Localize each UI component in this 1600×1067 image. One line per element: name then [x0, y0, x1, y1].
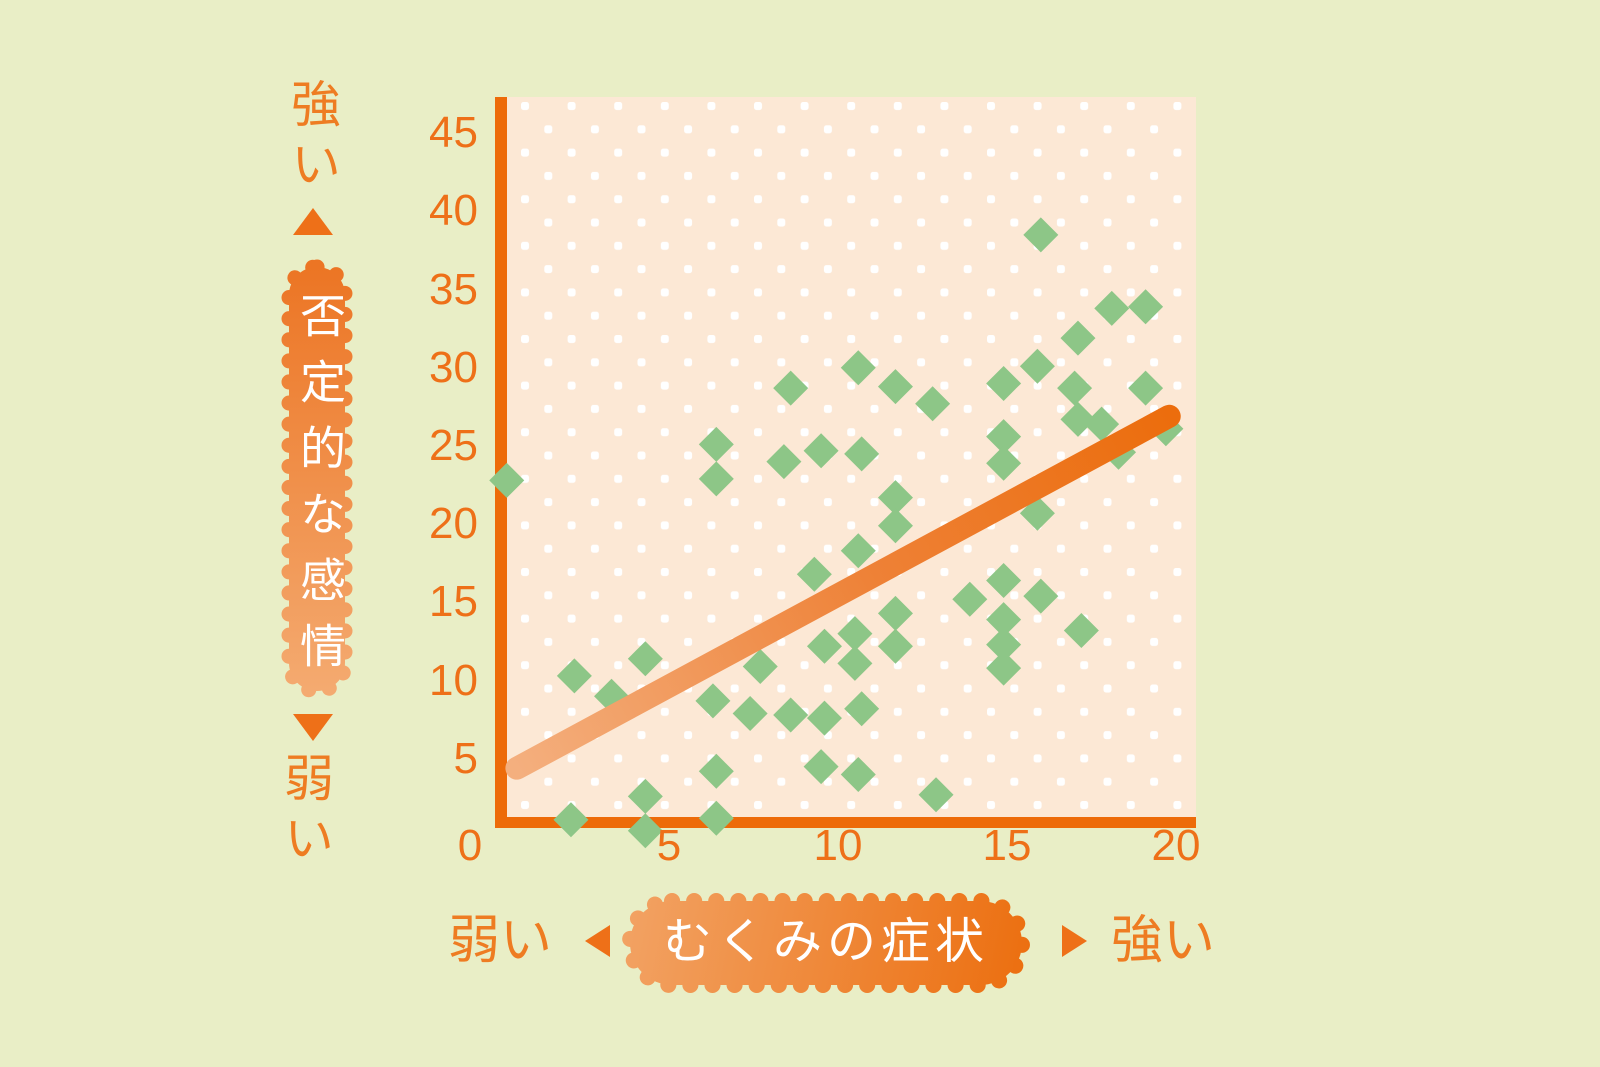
data-point-diamond — [840, 350, 876, 386]
data-point-diamond — [986, 419, 1022, 455]
data-point-diamond — [877, 480, 913, 516]
y-axis-label-badge — [281, 259, 353, 699]
data-point-diamond — [803, 749, 839, 785]
x-tick-label: 5 — [656, 821, 682, 870]
data-point-diamond — [698, 800, 734, 836]
y-tick-label: 20 — [429, 499, 478, 549]
data-point-diamond — [1019, 348, 1055, 384]
data-point-diamond — [806, 700, 842, 736]
data-point-diamond — [1060, 320, 1096, 356]
trend-line — [505, 404, 1181, 780]
y-tick-label: 45 — [429, 108, 478, 158]
data-point-diamond — [877, 595, 913, 631]
data-point-diamond — [1094, 290, 1130, 326]
data-point-diamond — [844, 436, 880, 472]
y-axis-title: 否定的な感情 — [294, 292, 346, 688]
data-point-diamond — [1084, 406, 1120, 442]
data-point-diamond — [840, 533, 876, 569]
y-tick-label: 5 — [453, 733, 478, 783]
y-tick-label: 15 — [429, 577, 478, 627]
y-axis-line — [495, 97, 507, 828]
y-axis-strong-label: 強い — [284, 78, 340, 198]
data-point-diamond — [803, 433, 839, 469]
data-point-diamond — [986, 445, 1022, 481]
data-point-diamond — [773, 697, 809, 733]
origin-tick-label: 0 — [457, 821, 483, 870]
data-point-diamond — [1060, 401, 1096, 437]
x-axis-line — [495, 817, 1196, 828]
left-triangle-icon — [585, 925, 610, 957]
y-tick-label: 25 — [429, 421, 478, 470]
data-point-diamond — [918, 777, 954, 813]
data-point-diamond — [986, 650, 1022, 686]
data-point-diamond — [796, 556, 832, 592]
x-axis-title: むくみの症状 — [663, 915, 989, 969]
x-axis-weak-label: 弱い — [447, 912, 552, 970]
data-point-diamond — [1023, 578, 1059, 614]
data-point-diamond — [627, 641, 663, 677]
down-triangle-icon — [293, 714, 333, 741]
y-tick-label: 30 — [429, 342, 478, 392]
data-point-diamond — [837, 645, 873, 681]
data-point-diamond — [986, 602, 1022, 638]
data-point-diamond — [1057, 370, 1093, 406]
data-point-diamond — [773, 370, 809, 406]
data-point-diamond — [1063, 613, 1099, 649]
data-point-diamond — [742, 649, 778, 685]
data-point-diamond — [553, 802, 589, 838]
data-point-diamond — [732, 695, 768, 731]
data-point-diamond — [1128, 370, 1164, 406]
x-tick-label: 15 — [982, 821, 1032, 870]
y-tick-label: 40 — [429, 186, 478, 236]
data-point-diamond — [986, 563, 1022, 599]
data-point-diamond — [877, 508, 913, 544]
data-point-diamond — [489, 462, 525, 498]
data-point-diamond — [556, 658, 592, 694]
data-point-diamond — [986, 365, 1022, 401]
data-point-diamond — [806, 628, 842, 664]
data-point-diamond — [840, 756, 876, 792]
x-tick-label: 10 — [813, 821, 863, 870]
data-point-diamond — [627, 778, 663, 814]
y-axis-weak-label: 弱い — [277, 752, 333, 872]
x-tick-label: 20 — [1151, 821, 1201, 870]
x-axis-strong-label: 強い — [1110, 912, 1215, 970]
y-tick-label: 10 — [429, 655, 478, 705]
data-point-diamond — [698, 426, 734, 462]
data-point-diamond — [698, 753, 734, 789]
data-point-diamond — [844, 691, 880, 727]
data-point-diamond — [1128, 289, 1164, 325]
data-point-diamond — [915, 386, 951, 422]
data-point-diamond — [698, 461, 734, 497]
data-point-diamond — [695, 683, 731, 719]
data-point-diamond — [766, 444, 802, 480]
up-triangle-icon — [293, 208, 333, 235]
data-point-diamond — [837, 616, 873, 652]
x-axis-label-badge — [622, 893, 1030, 993]
data-point-diamond — [877, 628, 913, 664]
data-point-diamond — [877, 369, 913, 405]
right-triangle-icon — [1062, 925, 1087, 957]
data-point-diamond — [986, 627, 1022, 663]
data-point-diamond — [627, 813, 663, 849]
y-tick-label: 35 — [429, 264, 478, 314]
data-point-diamond — [952, 581, 988, 617]
data-point-diamond — [1023, 217, 1059, 253]
